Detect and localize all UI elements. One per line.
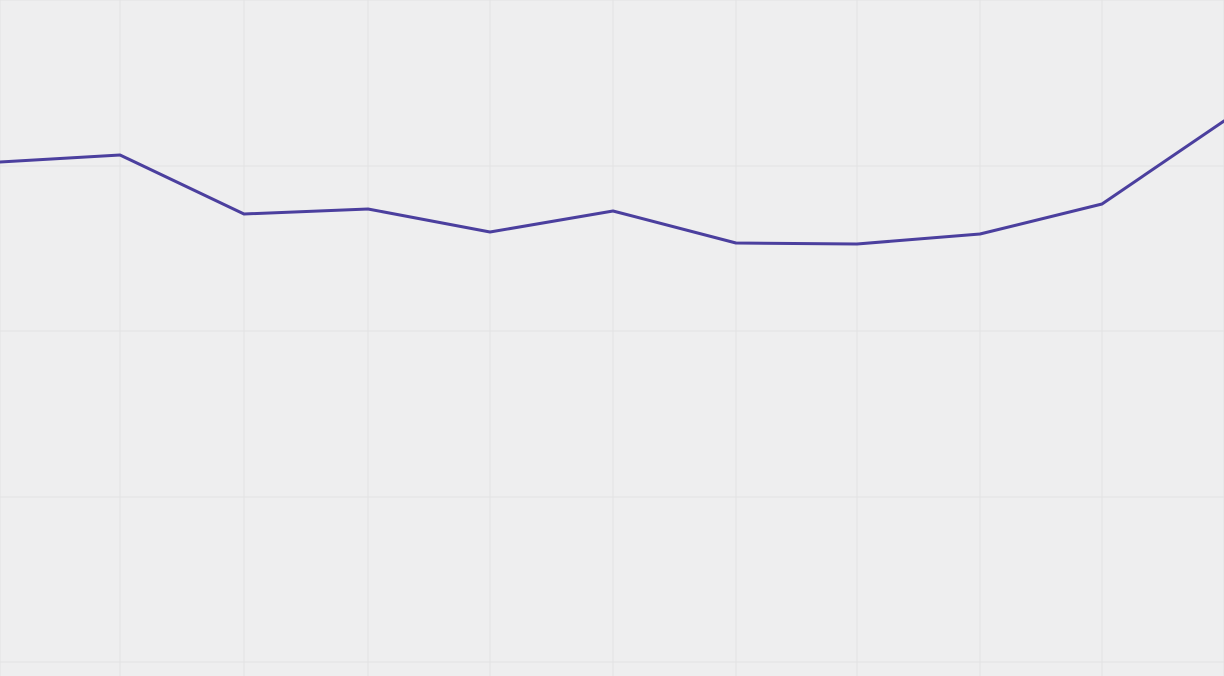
line-chart <box>0 0 1224 676</box>
chart-svg <box>0 0 1224 676</box>
chart-background <box>0 0 1224 676</box>
